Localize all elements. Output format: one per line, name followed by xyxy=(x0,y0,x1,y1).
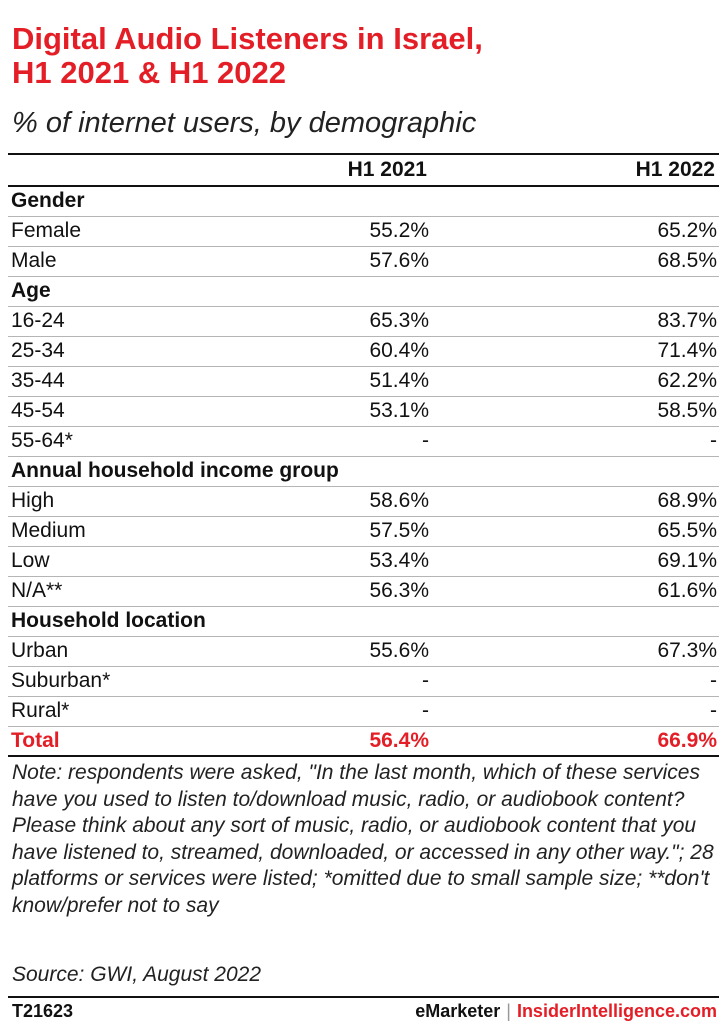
value-cell-h1-2021: - xyxy=(268,666,431,697)
value-cell-h1-2022: 68.5% xyxy=(431,246,719,277)
table-row: Rural* - - xyxy=(8,696,719,727)
row-label: 25-34 xyxy=(8,336,268,367)
table-row: Medium 57.5% 65.5% xyxy=(8,516,719,547)
value-cell-h1-2021: 56.3% xyxy=(268,576,431,607)
table-row: 45-54 53.1% 58.5% xyxy=(8,396,719,427)
value-cell-h1-2022: 62.2% xyxy=(431,366,719,397)
value-cell-h1-2022: 66.9% xyxy=(431,726,719,757)
value-cell-h1-2021: - xyxy=(268,426,431,457)
value-cell-h1-2021: 55.2% xyxy=(268,216,431,247)
value-cell-h1-2021: 57.6% xyxy=(268,246,431,277)
value-cell-h1-2022: 68.9% xyxy=(431,486,719,517)
group-header-row: Household location xyxy=(8,606,719,637)
row-label: High xyxy=(8,486,268,517)
brand-footer: eMarketer | InsiderIntelligence.com xyxy=(415,1001,717,1022)
table-row: N/A** 56.3% 61.6% xyxy=(8,576,719,607)
value-cell-h1-2022: 83.7% xyxy=(431,306,719,337)
brand-emarketer: eMarketer xyxy=(415,1001,501,1021)
table-row: 16-24 65.3% 83.7% xyxy=(8,306,719,337)
footnote: Note: respondents were asked, "In the la… xyxy=(12,761,714,917)
row-label: N/A** xyxy=(8,576,268,607)
group-header-row: Age xyxy=(8,276,719,307)
title-line-1: Digital Audio Listeners in Israel, xyxy=(12,21,483,56)
value-cell-h1-2022: - xyxy=(431,666,719,697)
row-label: Medium xyxy=(8,516,268,547)
row-label: 45-54 xyxy=(8,396,268,427)
table-row: 55-64* - - xyxy=(8,426,719,457)
value-cell-h1-2022: 67.3% xyxy=(431,636,719,667)
row-label: Total xyxy=(8,726,268,757)
row-label: Female xyxy=(8,216,268,247)
value-cell-h1-2021: 53.1% xyxy=(268,396,431,427)
value-cell-h1-2021: 65.3% xyxy=(268,306,431,337)
total-row: Total 56.4% 66.9% xyxy=(8,726,719,757)
brand-insider-intelligence: InsiderIntelligence.com xyxy=(516,1001,717,1021)
row-label: Male xyxy=(8,246,268,277)
row-label: Urban xyxy=(8,636,268,667)
row-label: Low xyxy=(8,546,268,577)
value-cell-h1-2021: 56.4% xyxy=(268,726,431,757)
value-cell-h1-2021: 53.4% xyxy=(268,546,431,577)
table-body: Gender Female 55.2% 65.2% Male 57.6% 68.5% Age 1… xyxy=(8,186,719,757)
row-label: Rural* xyxy=(8,696,268,727)
header-cell-label xyxy=(8,153,268,187)
chart-subtitle: % of internet users, by demographic xyxy=(12,107,477,139)
group-label: Age xyxy=(8,276,719,307)
table-row: Low 53.4% 69.1% xyxy=(8,546,719,577)
data-table: H1 2021 H1 2022 Gender Female 55.2% 65.2% Ma… xyxy=(8,153,719,757)
value-cell-h1-2022: - xyxy=(431,426,719,457)
value-cell-h1-2022: 61.6% xyxy=(431,576,719,607)
footer-divider xyxy=(8,996,719,998)
value-cell-h1-2021: - xyxy=(268,696,431,727)
table-row: Female 55.2% 65.2% xyxy=(8,216,719,247)
table-row: Suburban* - - xyxy=(8,666,719,697)
group-header-row: Gender xyxy=(8,186,719,217)
table-row: High 58.6% 68.9% xyxy=(8,486,719,517)
value-cell-h1-2022: 69.1% xyxy=(431,546,719,577)
value-cell-h1-2022: 71.4% xyxy=(431,336,719,367)
row-label: 16-24 xyxy=(8,306,268,337)
group-header-row: Annual household income group xyxy=(8,456,719,487)
brand-separator: | xyxy=(506,1001,511,1021)
group-label: Gender xyxy=(8,186,719,217)
chart-id: T21623 xyxy=(12,1001,74,1021)
header-row: H1 2021 H1 2022 xyxy=(8,153,719,187)
value-cell-h1-2022: 65.5% xyxy=(431,516,719,547)
group-label: Household location xyxy=(8,606,719,637)
header-cell-h1-2021: H1 2021 xyxy=(268,153,431,187)
table-row: Urban 55.6% 67.3% xyxy=(8,636,719,667)
value-cell-h1-2021: 57.5% xyxy=(268,516,431,547)
table-row: Male 57.6% 68.5% xyxy=(8,246,719,277)
value-cell-h1-2022: 65.2% xyxy=(431,216,719,247)
chart-title: Digital Audio Listeners in Israel, H1 20… xyxy=(12,22,712,90)
value-cell-h1-2022: 58.5% xyxy=(431,396,719,427)
source-line: Source: GWI, August 2022 xyxy=(12,963,262,986)
value-cell-h1-2021: 60.4% xyxy=(268,336,431,367)
value-cell-h1-2021: 55.6% xyxy=(268,636,431,667)
value-cell-h1-2021: 58.6% xyxy=(268,486,431,517)
header-cell-h1-2022: H1 2022 xyxy=(431,153,719,187)
table-row: 25-34 60.4% 71.4% xyxy=(8,336,719,367)
table-row: 35-44 51.4% 62.2% xyxy=(8,366,719,397)
value-cell-h1-2022: - xyxy=(431,696,719,727)
row-label: Suburban* xyxy=(8,666,268,697)
title-line-2: H1 2021 & H1 2022 xyxy=(12,55,287,90)
row-label: 35-44 xyxy=(8,366,268,397)
group-label: Annual household income group xyxy=(8,456,719,487)
value-cell-h1-2021: 51.4% xyxy=(268,366,431,397)
row-label: 55-64* xyxy=(8,426,268,457)
